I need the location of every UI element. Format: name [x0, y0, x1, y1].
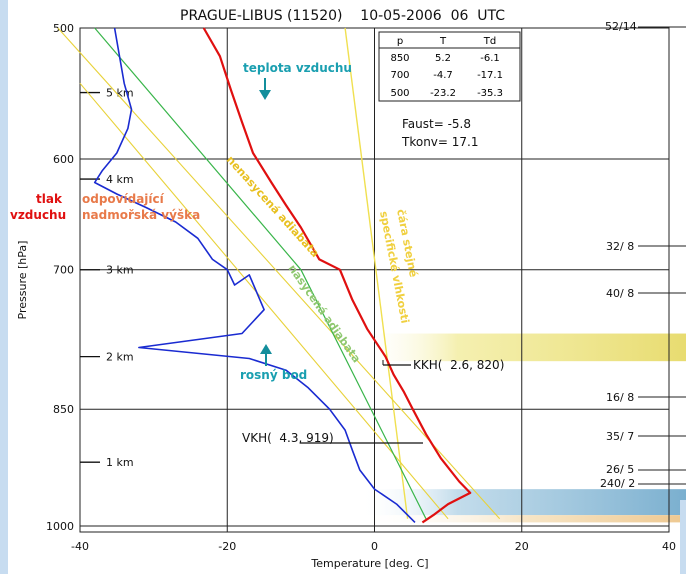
series-line — [94, 27, 427, 520]
wind-label: 240/ 2 — [600, 477, 635, 490]
rosny-arrow — [260, 344, 272, 366]
height-label: 4 km — [106, 173, 134, 186]
series-line — [344, 27, 409, 519]
tlak-label-2: vzduchu — [10, 208, 66, 222]
wind-label: 35/ 7 — [606, 430, 634, 443]
kkh-marker: KKH( 2.6, 820) — [382, 358, 504, 372]
table-cell: 700 — [390, 70, 409, 81]
tlak-label-1: tlak — [36, 192, 63, 206]
x-tick-label: 20 — [515, 540, 529, 553]
table-header-p: p — [397, 36, 403, 47]
vkh-marker: VKH( 4.3, 919) — [242, 431, 423, 445]
highlight-band — [360, 515, 686, 523]
height-label: 2 km — [106, 351, 134, 364]
height-label: 1 km — [106, 456, 134, 469]
y-tick-labels: 500 600 700 850 1000 — [46, 22, 74, 533]
table-header-td: Td — [483, 36, 496, 47]
table-cell: 5.2 — [435, 53, 451, 64]
left-frame-stripe — [0, 0, 8, 574]
rosny-bod-label: rosný bod — [240, 368, 307, 382]
x-tick-label: -40 — [71, 540, 89, 553]
wind-labels: 52/14 32/ 8 40/ 8 16/ 8 35/ 7 26/ 5 240/… — [600, 20, 686, 490]
series-line — [93, 27, 416, 523]
table-cell: 500 — [390, 88, 409, 99]
y-tick-label: 500 — [53, 22, 74, 35]
table-cell: -17.1 — [477, 70, 503, 81]
series-line — [79, 82, 449, 520]
faust-value: Faust= -5.8 — [402, 117, 471, 131]
table-cell: -35.3 — [477, 88, 503, 99]
teplota-arrow — [259, 78, 271, 100]
chart-title: PRAGUE-LIBUS (11520) 10-05-2006 06 UTC — [180, 8, 505, 24]
y-tick-label: 700 — [53, 264, 74, 277]
wind-label: 40/ 8 — [606, 287, 634, 300]
highlight-band — [360, 489, 686, 516]
series-group — [57, 27, 501, 524]
wind-label: 52/14 — [605, 20, 637, 33]
nasycena-adiabata-label: nasycená adiabata — [286, 262, 363, 365]
plot-frame — [79, 27, 670, 533]
wind-label: 16/ 8 — [606, 391, 634, 404]
y-tick-label: 600 — [53, 153, 74, 166]
vkh-label: VKH( 4.3, 919) — [242, 431, 334, 445]
y-tick-label: 850 — [53, 403, 74, 416]
x-tick-label: 40 — [662, 540, 676, 553]
vyska-label-2: nadmořská výška — [82, 208, 200, 222]
table-cell: 850 — [390, 53, 409, 64]
sounding-table: p T Td 850 5.2 -6.1 700 -4.7 -17.1 500 -… — [378, 31, 521, 102]
series-line — [202, 27, 472, 524]
table-cell: -4.7 — [433, 70, 453, 81]
vyska-label-1: odpovídající — [82, 192, 165, 206]
nenasycena-adiabata-label: nenasycená adiabata — [224, 153, 322, 260]
tkonv-value: Tkonv= 17.1 — [401, 135, 479, 149]
wind-label: 32/ 8 — [606, 240, 634, 253]
x-axis-label: Temperature [deg. C] — [310, 557, 428, 570]
height-labels: 1 km 2 km 3 km 4 km 5 km — [80, 87, 134, 469]
height-label: 5 km — [106, 87, 134, 100]
x-tick-label: 0 — [371, 540, 378, 553]
x-tick-label: -20 — [218, 540, 236, 553]
table-cell: -23.2 — [430, 88, 456, 99]
table-cell: -6.1 — [480, 53, 500, 64]
height-label: 3 km — [106, 264, 134, 277]
grid-lines — [79, 27, 670, 532]
table-header-t: T — [439, 36, 447, 47]
wind-label: 26/ 5 — [606, 463, 634, 476]
x-tick-labels: -40 -20 0 20 40 — [71, 540, 676, 553]
y-tick-label: 1000 — [46, 520, 74, 533]
highlight-band — [360, 333, 686, 362]
highlight-bands — [360, 333, 686, 523]
right-frame-stripe — [680, 500, 686, 574]
kkh-label: KKH( 2.6, 820) — [413, 358, 504, 372]
teplota-label: teplota vzduchu — [243, 61, 352, 75]
y-axis-label: Pressure [hPa] — [16, 241, 29, 320]
